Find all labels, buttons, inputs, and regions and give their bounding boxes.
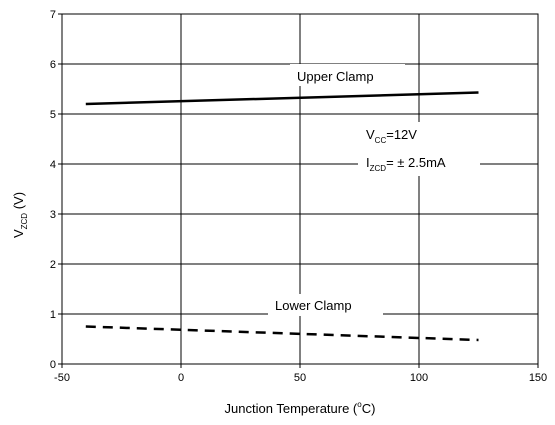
- y-tick-label: 5: [50, 109, 56, 121]
- upper-clamp-label-bg: [290, 64, 405, 86]
- izcd-annotation: IZCD= ± 2.5mA: [366, 155, 446, 173]
- x-tick-label: 150: [529, 372, 547, 384]
- vcc-annotation: VCC=12V: [366, 127, 417, 145]
- upper-clamp-label: Upper Clamp: [297, 69, 374, 84]
- lower-clamp-label: Lower Clamp: [275, 298, 352, 313]
- y-tick-label: 2: [50, 259, 56, 271]
- x-tick-label: 0: [178, 372, 184, 384]
- x-tick-label: 100: [410, 372, 428, 384]
- y-axis-label: VZCD (V): [11, 192, 29, 238]
- y-tick-label: 1: [50, 309, 56, 321]
- lower-clamp-line: [85, 325, 479, 342]
- series-group: [85, 91, 479, 342]
- plot-frame: [61, 13, 539, 365]
- x-tick-label: -50: [54, 372, 70, 384]
- y-tick-label: 0: [50, 359, 56, 371]
- x-tick-label: 50: [294, 372, 306, 384]
- conditions-annotation-bg: [358, 122, 480, 176]
- upper-clamp-line: [85, 91, 479, 106]
- y-tick-label: 6: [50, 59, 56, 71]
- x-axis-label: Junction Temperature (oC): [225, 400, 376, 416]
- y-tick-label: 3: [50, 209, 56, 221]
- y-tick-label: 4: [50, 159, 56, 171]
- y-tick-label: 7: [50, 9, 56, 21]
- lower-clamp-label-bg: [268, 294, 383, 316]
